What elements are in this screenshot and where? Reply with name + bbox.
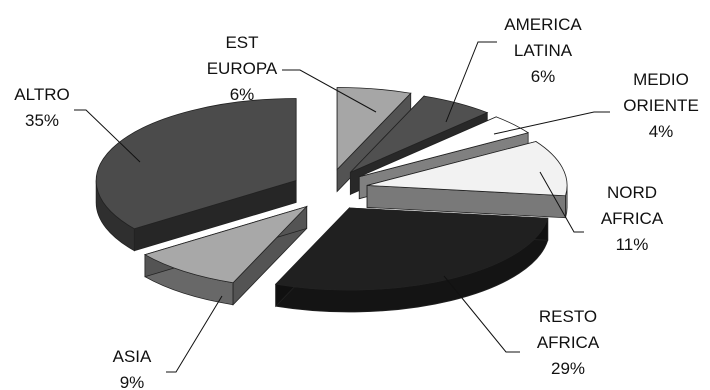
slice-category-label: AMERICA bbox=[504, 15, 582, 34]
leader-line bbox=[493, 111, 610, 135]
pie-slice-altro bbox=[95, 98, 297, 252]
slice-category-label: EUROPA bbox=[207, 59, 278, 78]
pie-slice-top bbox=[95, 98, 297, 230]
pie-slice-top bbox=[366, 141, 568, 197]
pie-slice-resto-africa bbox=[274, 206, 549, 313]
leader-lines bbox=[74, 41, 610, 373]
leader-line bbox=[282, 69, 377, 113]
slice-category-label: AFRICA bbox=[601, 209, 664, 228]
pie-slice-top bbox=[336, 87, 412, 171]
leader-line bbox=[539, 171, 584, 233]
slice-value-label: 9% bbox=[120, 373, 145, 390]
slice-value-label: 6% bbox=[531, 67, 556, 86]
slice-category-label: ASIA bbox=[113, 347, 152, 366]
pie-slice-asia bbox=[143, 205, 309, 306]
slice-value-label: 35% bbox=[25, 111, 59, 130]
leader-line bbox=[74, 109, 141, 163]
slice-value-label: 11% bbox=[616, 235, 649, 254]
slice-value-label: 4% bbox=[649, 122, 674, 141]
pie-slice-top bbox=[359, 116, 530, 178]
pie-slice-top bbox=[143, 205, 309, 284]
leader-line bbox=[445, 41, 497, 123]
slice-category-label: ALTRO bbox=[14, 85, 69, 104]
pie-slice-nord-africa bbox=[366, 140, 568, 219]
pie-slice-top bbox=[274, 207, 549, 291]
pie-slice-top bbox=[350, 95, 489, 173]
slice-category-label: MEDIO bbox=[633, 70, 689, 89]
slice-category-label: NORD bbox=[607, 183, 657, 202]
slice-category-label: LATINA bbox=[514, 41, 573, 60]
slice-labels: EST EUROPA 6% AMERICA LATINA 6% MEDIO ORIENTE 4%… bbox=[14, 15, 698, 390]
leader-line bbox=[443, 275, 520, 353]
slice-category-label: EST bbox=[225, 33, 258, 52]
slice-value-label: 29% bbox=[551, 359, 585, 378]
slice-category-label: RESTO bbox=[539, 307, 597, 326]
pie-slices bbox=[95, 87, 568, 313]
slice-category-label: AFRICA bbox=[537, 333, 600, 352]
leader-line bbox=[166, 295, 223, 373]
slice-value-label: 6% bbox=[230, 85, 255, 104]
slice-category-label: ORIENTE bbox=[623, 96, 699, 115]
